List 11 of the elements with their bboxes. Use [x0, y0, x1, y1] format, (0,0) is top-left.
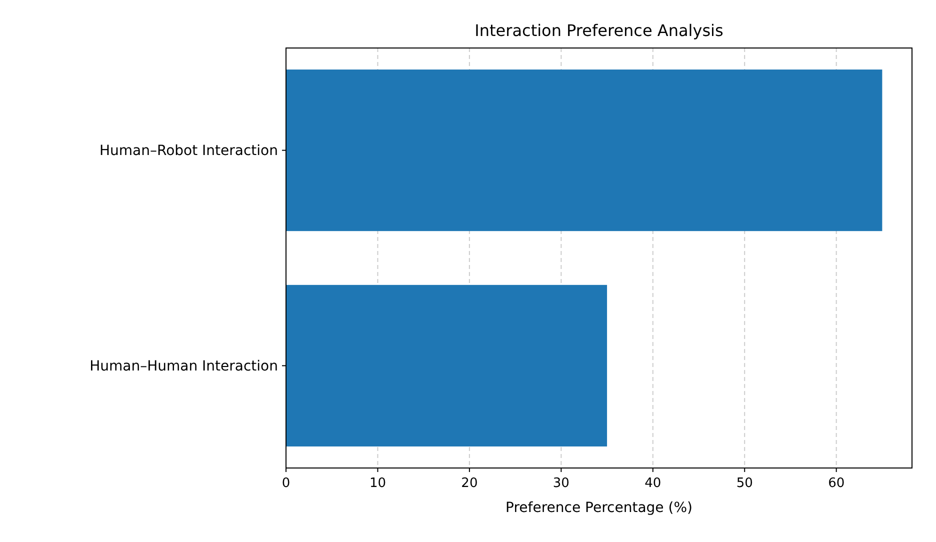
y-tick-label: Human–Robot Interaction	[100, 143, 278, 160]
x-axis-title: Preference Percentage (%)	[506, 500, 692, 516]
x-tick-label: 10	[369, 476, 386, 491]
x-tick-label: 30	[552, 476, 570, 491]
x-tick-label: 40	[644, 476, 662, 491]
x-tick-label: 0	[282, 476, 290, 491]
x-tick-label: 20	[461, 476, 478, 491]
x-tick-label: 60	[828, 476, 845, 491]
x-tick-label: 50	[736, 476, 753, 491]
chart-title: Interaction Preference Analysis	[474, 21, 724, 40]
y-tick-label: Human–Human Interaction	[90, 358, 278, 375]
